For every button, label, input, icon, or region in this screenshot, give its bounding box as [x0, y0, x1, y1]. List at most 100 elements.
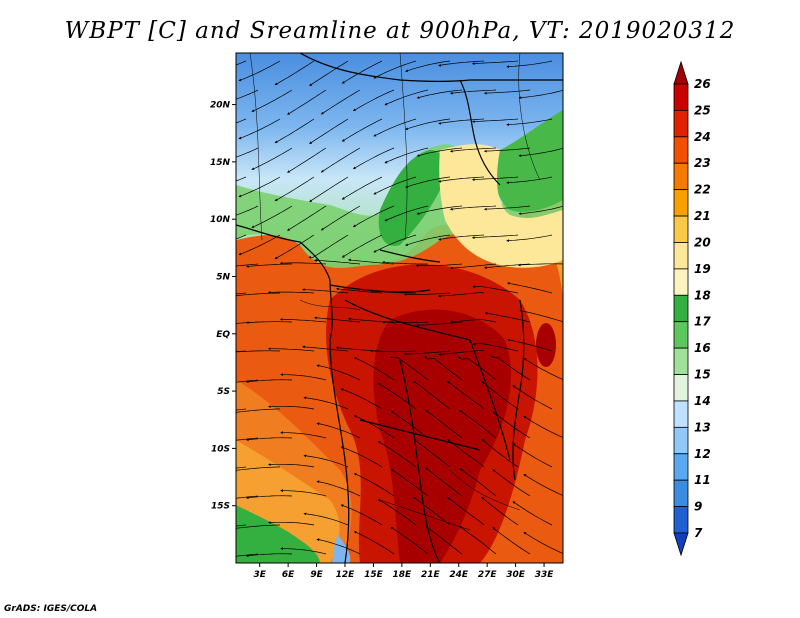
map-panel: [236, 53, 563, 563]
streamline: [245, 437, 293, 442]
streamline: [447, 497, 485, 526]
streamline: [447, 439, 485, 468]
streamline: [506, 176, 553, 185]
streamline: [316, 480, 361, 497]
streamline: [238, 118, 281, 140]
streamline: [236, 408, 247, 411]
colorbar-label: 15: [694, 368, 711, 382]
streamline: [245, 379, 293, 384]
streamline: [506, 282, 553, 294]
streamline: [316, 422, 361, 439]
streamline: [471, 60, 519, 65]
streamline: [471, 118, 519, 123]
hottest-region: [373, 309, 511, 563]
streamline: [384, 205, 429, 222]
streamline: [274, 118, 315, 144]
colorbar-swatch: [673, 347, 689, 375]
colorbar-label: 11: [694, 473, 711, 487]
streamline: [245, 553, 293, 558]
streamline: [438, 350, 485, 356]
streamline: [518, 205, 563, 215]
colorbar-label: 23: [694, 156, 711, 170]
streamline: [238, 234, 281, 256]
streamline: [274, 176, 315, 202]
streamline: [425, 525, 463, 555]
streamline: [236, 89, 259, 100]
streamline: [507, 338, 553, 352]
colorbar-swatch: [673, 83, 689, 111]
streamline: [279, 261, 327, 265]
streamline: [236, 147, 259, 158]
streamline: [320, 89, 361, 115]
streamline: [438, 118, 485, 125]
streamline: [236, 524, 280, 530]
streamline: [415, 263, 463, 268]
streamline: [280, 547, 327, 555]
lon-tick-label: 30E: [506, 570, 526, 580]
lon-tick-label: 9E: [310, 570, 323, 580]
colorbar-swatch: [673, 110, 689, 138]
streamline: [519, 309, 563, 323]
southwest-green-region: [236, 505, 320, 563]
lon-tick-label: 18E: [393, 570, 413, 580]
streamline: [424, 356, 463, 381]
streamline: [341, 176, 383, 200]
streamline: [267, 290, 315, 294]
streamline: [245, 321, 293, 325]
streamline: [236, 379, 259, 383]
streamline: [236, 292, 247, 295]
streamline: [413, 496, 451, 526]
streamline: [274, 234, 315, 260]
streamline: [236, 60, 247, 66]
streamline: [280, 373, 327, 381]
streamline: [341, 234, 383, 258]
streamline: [286, 147, 327, 173]
streamline: [236, 205, 259, 216]
streamline: [490, 355, 531, 381]
lon-tick-label: 21E: [421, 570, 441, 580]
streamline: [353, 531, 395, 555]
streamline: [268, 463, 315, 468]
colorbar-swatch: [673, 479, 689, 507]
streamline: [512, 443, 553, 468]
streamline: [459, 525, 497, 555]
streamline: [236, 176, 247, 182]
colorbar-label: 16: [694, 341, 711, 355]
streamline: [484, 311, 531, 323]
streamline: [348, 258, 395, 265]
streamline: [472, 285, 519, 294]
streamline: [472, 342, 519, 352]
streamline: [438, 176, 485, 183]
streamline: [251, 147, 293, 170]
streamline: [438, 60, 485, 67]
colorbar-label: 13: [694, 420, 711, 434]
streamline: [413, 438, 451, 468]
streamline: [309, 176, 349, 202]
streamline: [506, 60, 553, 69]
streamline: [481, 438, 519, 468]
streamline: [483, 89, 531, 95]
colorbar-label: 9: [694, 500, 702, 514]
streamline: [251, 89, 293, 112]
lon-tick-label: 15E: [364, 570, 384, 580]
streamline: [369, 349, 417, 353]
streamline: [377, 441, 417, 468]
streamline: [449, 89, 497, 95]
streamline: [301, 288, 349, 294]
east-green-region: [494, 110, 563, 212]
streamline: [403, 292, 451, 296]
lat-tick-label: 15N: [210, 158, 231, 168]
streamline: [425, 467, 463, 497]
streamline: [459, 409, 497, 439]
streamline: [447, 381, 485, 410]
streamline: [492, 469, 531, 497]
streamline: [381, 320, 429, 324]
colorbar-label: 12: [694, 447, 711, 461]
streamline: [405, 118, 451, 131]
streamline: [369, 289, 416, 294]
streamline: [373, 60, 417, 79]
east-yellow-region: [439, 144, 563, 268]
streamline: [405, 176, 451, 189]
colorbar-label: 17: [694, 315, 711, 329]
